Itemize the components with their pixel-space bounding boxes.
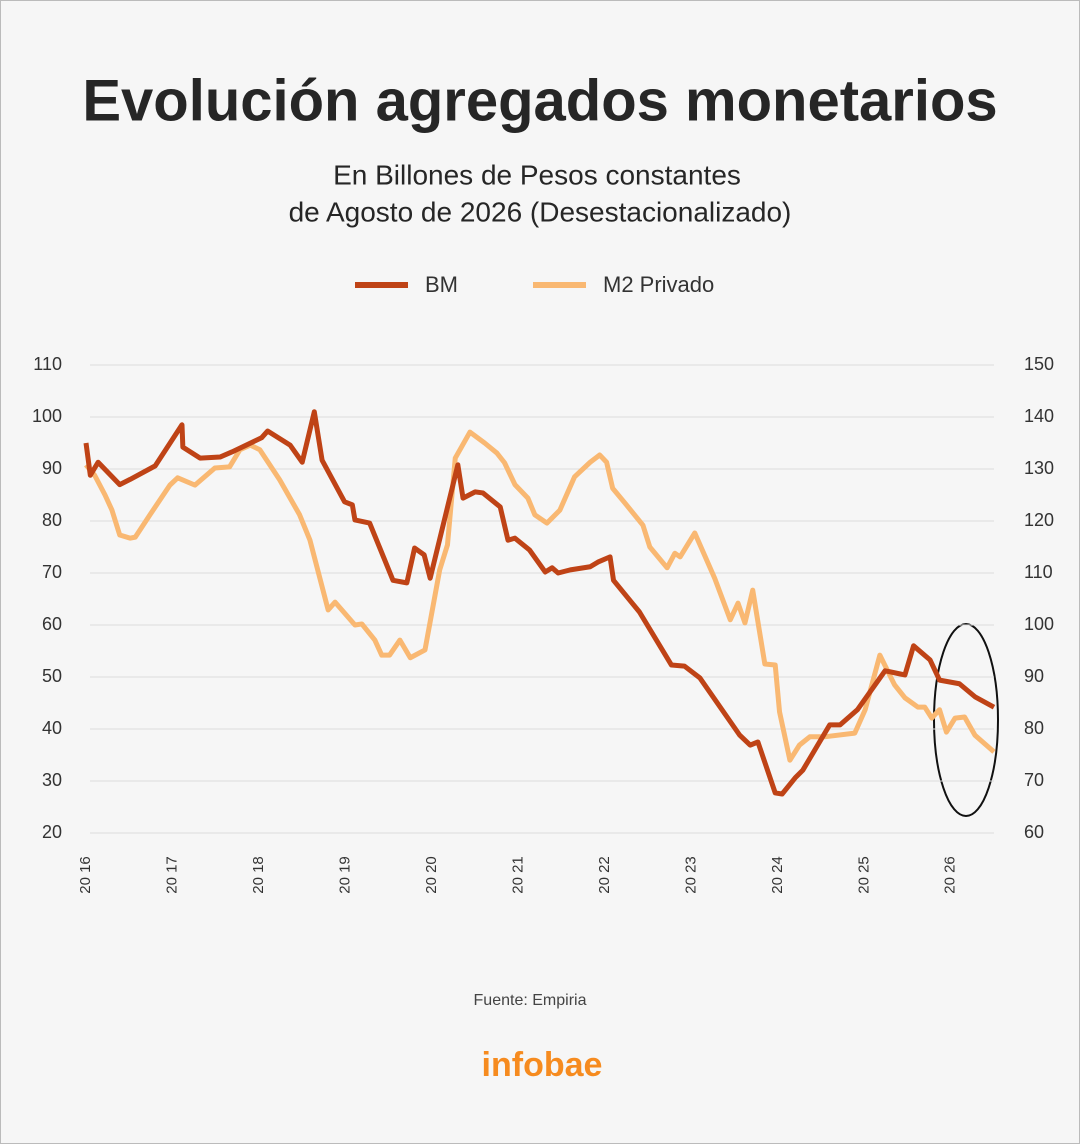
y2-tick-label: 130 [1024, 458, 1054, 478]
y2-tick-label: 140 [1024, 406, 1054, 426]
x-tick-label: 20 24 [769, 856, 786, 894]
x-tick-label: 20 17 [163, 856, 180, 894]
y2-tick-label: 90 [1024, 666, 1044, 686]
y-tick-label: 100 [32, 406, 62, 426]
y-tick-label: 80 [42, 510, 62, 530]
y2-tick-label: 100 [1024, 614, 1054, 634]
y2-tick-label: 120 [1024, 510, 1054, 530]
y2-tick-label: 80 [1024, 718, 1044, 738]
y-tick-label: 20 [42, 822, 62, 842]
y-tick-label: 60 [42, 614, 62, 634]
chart-title: Evolución agregados monetarios [82, 68, 997, 133]
y-tick-label: 70 [42, 562, 62, 582]
highlight-ellipse [933, 623, 999, 817]
series-line [83, 409, 996, 797]
y2-tick-label: 110 [1024, 562, 1053, 582]
y2-tick-label: 150 [1024, 354, 1054, 374]
y-tick-label: 110 [33, 354, 62, 374]
x-tick-label: 20 21 [509, 856, 526, 894]
logo: infobae [482, 1046, 603, 1084]
x-tick-label: 20 19 [336, 856, 353, 894]
y-tick-label: 50 [42, 666, 62, 686]
x-tick-label: 20 16 [77, 856, 94, 894]
x-tick-label: 20 26 [942, 856, 959, 894]
x-tick-label: 20 25 [855, 856, 872, 894]
y-tick-label: 90 [42, 458, 62, 478]
chart-subtitle: En Billones de Pesos constantes [333, 159, 741, 190]
x-tick-label: 20 22 [596, 856, 613, 894]
y-tick-label: 30 [42, 770, 62, 790]
source-note: Fuente: Empiria [474, 992, 587, 1009]
x-tick-label: 20 18 [250, 856, 267, 894]
legend-label: M2 Privado [603, 272, 714, 297]
legend-label: BM [425, 272, 458, 297]
y-tick-label: 40 [42, 718, 62, 738]
x-tick-label: 20 23 [682, 856, 699, 894]
chart-subtitle: de Agosto de 2026 (Desestacionalizado) [289, 196, 792, 227]
y2-tick-label: 70 [1024, 770, 1044, 790]
y2-tick-label: 60 [1024, 822, 1044, 842]
x-tick-label: 20 20 [423, 856, 440, 894]
